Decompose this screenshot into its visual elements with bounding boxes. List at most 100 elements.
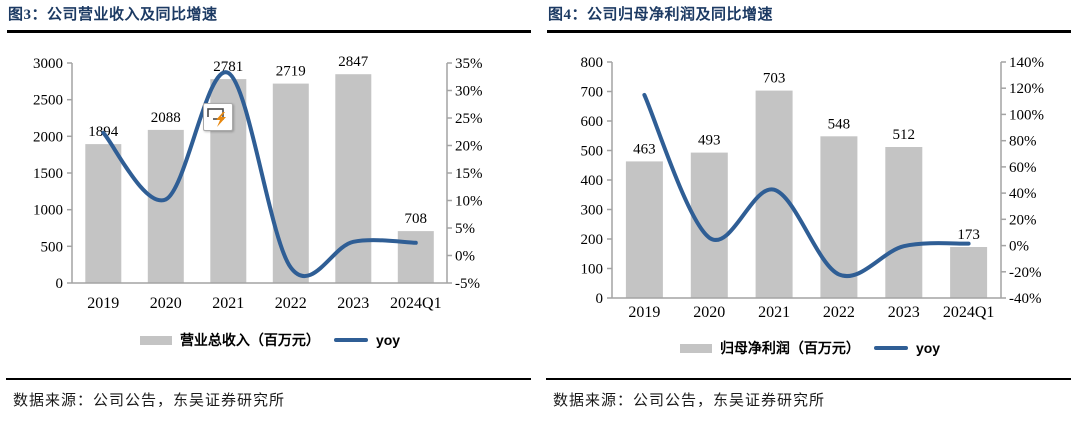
right-axis-tick-label: 30% [455,84,483,100]
bar-value-label: 2719 [276,64,306,80]
left-axis-tick-label: 700 [581,85,604,101]
bar-value-label: 708 [405,211,428,227]
right-axis-tick-label: -40% [1009,291,1042,307]
left-axis-tick-label: 1000 [33,203,63,219]
plot-area: 463 493 703 548 512 173 800 700 600 500 400 300 200 1… [581,55,1045,321]
x-axis-category-label: 2019 [87,295,119,312]
x-axis-category-label: 2020 [150,295,182,312]
x-axis-category-label: 2022 [823,304,855,321]
bar-value-label: 463 [633,141,656,157]
x-axis-category-label: 2021 [758,304,790,321]
left-axis-tick-label: 500 [581,144,604,160]
right-axis-tick-label: 100% [1009,107,1044,123]
bar-value-label: 703 [763,71,786,87]
figure3-legend: 营业总收入（百万元） yoy [0,330,540,350]
bar-value-label: 2781 [213,59,243,75]
bar [272,83,309,283]
left-axis-tick-label: 3000 [33,56,63,72]
right-axis-tick-label: 10% [455,194,483,210]
right-axis-tick-label: 140% [1009,55,1044,71]
paste-options-glyph [207,108,226,127]
x-axis-category-label: 2024Q1 [390,295,442,312]
legend-bar-swatch [679,343,712,353]
left-axis-tick-label: 2000 [33,129,63,145]
legend-label: yoy [915,340,941,356]
divider-rule [547,30,1071,33]
legend-bar-swatch [139,335,172,345]
divider-rule [6,378,531,380]
x-axis-category-label: 2019 [628,304,660,321]
right-axis-tick-label: 25% [455,111,483,127]
figure4-title: 图4：公司归母净利润及同比增速 [548,7,774,23]
bar [147,129,184,283]
legend-item: 营业总收入（百万元） [139,330,320,350]
bar [335,74,372,283]
figure4-legend: 归母净利润（百万元） yoy [540,338,1080,358]
x-axis-category-label: 2023 [888,304,920,321]
right-axis-tick-label: 0% [455,249,475,265]
legend-label: yoy [375,332,401,348]
left-axis-tick-label: 0 [596,291,604,307]
right-axis-tick-label: 35% [455,56,483,72]
left-axis-tick-label: 500 [41,239,64,255]
left-axis-tick-label: 600 [581,114,604,130]
left-axis-tick-label: 2500 [33,93,63,109]
bar-value-label: 548 [828,116,851,132]
x-axis-category-label: 2023 [337,295,369,312]
bar-value-label: 173 [957,227,980,243]
left-axis-tick-label: 300 [581,203,604,219]
paste-options-icon[interactable] [203,103,233,131]
bar [690,152,728,298]
bar [85,144,122,283]
figure4-source-note: 数据来源：公司公告，东吴证券研究所 [553,393,826,409]
legend-label: 营业总收入（百万元） [179,332,320,348]
figure3-panel: 图3：公司营业收入及同比增速 1894 2088 2781 2719 2847 708 30… [0,7,540,409]
left-axis-tick-label: 400 [581,173,604,189]
right-axis-tick-label: 15% [455,166,483,182]
legend-line-swatch [333,338,368,342]
left-axis-tick-label: 800 [581,55,604,71]
legend-line-swatch [873,346,908,350]
bar [397,231,434,283]
bar [950,247,988,298]
figure4-panel: 图4：公司归母净利润及同比增速 463 493 703 548 512 173 800 700… [540,0,1080,424]
legend-item: 归母净利润（百万元） [679,338,860,358]
bar-value-label: 2088 [151,110,181,126]
right-axis-tick-label: -5% [455,276,480,292]
x-axis-category-label: 2021 [212,295,244,312]
right-axis-tick-label: -20% [1009,265,1042,281]
figure3-source-note: 数据来源：公司公告，东吴证券研究所 [13,393,286,409]
bar-value-label: 2847 [338,54,369,70]
legend-item: yoy [873,340,941,356]
right-axis-tick-label: 60% [1009,160,1037,176]
x-axis-category-label: 2022 [275,295,307,312]
left-axis-tick-label: 100 [581,262,604,278]
bar-value-label: 493 [698,133,721,149]
bar [820,136,858,298]
chart-canvas-figure4: 463 493 703 548 512 173 800 700 600 500 400 300 200 1… [581,55,1045,321]
right-axis-tick-label: 20% [1009,212,1037,228]
right-axis-tick-label: 0% [1009,239,1029,255]
right-axis-tick-label: 20% [455,139,483,155]
bar [625,161,663,298]
right-axis-tick-label: 80% [1009,134,1037,150]
x-axis-category-label: 2024Q1 [943,304,995,321]
left-axis-tick-label: 0 [56,276,64,292]
figure3-title: 图3：公司营业收入及同比增速 [8,7,218,23]
bar [885,147,923,298]
divider-rule [546,378,1071,380]
yoy-line [101,70,418,278]
left-axis-tick-label: 1500 [33,166,63,182]
divider-rule [7,30,531,33]
right-axis-tick-label: 40% [1009,186,1037,202]
bar-value-label: 512 [893,127,916,143]
right-axis-tick-label: 5% [455,221,475,237]
x-axis-category-label: 2020 [693,304,725,321]
right-axis-tick-label: 120% [1009,81,1044,97]
left-axis-tick-label: 200 [581,232,604,248]
legend-label: 归母净利润（百万元） [719,340,860,356]
legend-item: yoy [333,332,401,348]
